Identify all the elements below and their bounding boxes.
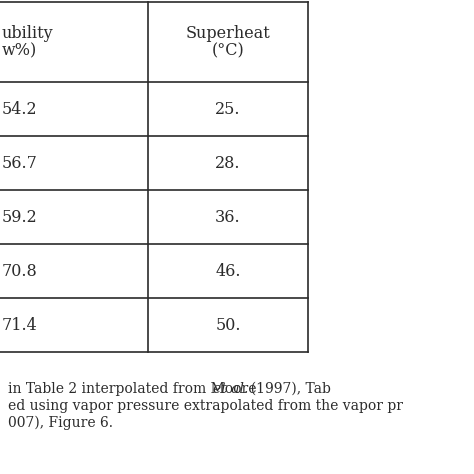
Text: 46.: 46. [215,263,241,280]
Text: in Table 2 interpolated from Moore: in Table 2 interpolated from Moore [8,382,261,396]
Text: 50.: 50. [215,317,241,334]
Text: 28.: 28. [215,155,241,172]
Text: 007), Figure 6.: 007), Figure 6. [8,416,113,430]
Text: 59.2: 59.2 [2,209,38,226]
Text: 36.: 36. [215,209,241,226]
Text: ed using vapor pressure extrapolated from the vapor pr: ed using vapor pressure extrapolated fro… [8,399,403,413]
Text: Superheat: Superheat [186,25,270,42]
Text: 54.2: 54.2 [2,100,37,118]
Text: w%): w%) [2,43,37,60]
Text: et al.: et al. [213,382,248,396]
Text: ubility: ubility [2,25,54,42]
Text: (°C): (°C) [211,43,245,60]
Text: 70.8: 70.8 [2,263,38,280]
Text: 71.4: 71.4 [2,317,38,334]
Text: 56.7: 56.7 [2,155,38,172]
Text: (1997), Tab: (1997), Tab [242,382,330,396]
Text: 25.: 25. [215,100,241,118]
